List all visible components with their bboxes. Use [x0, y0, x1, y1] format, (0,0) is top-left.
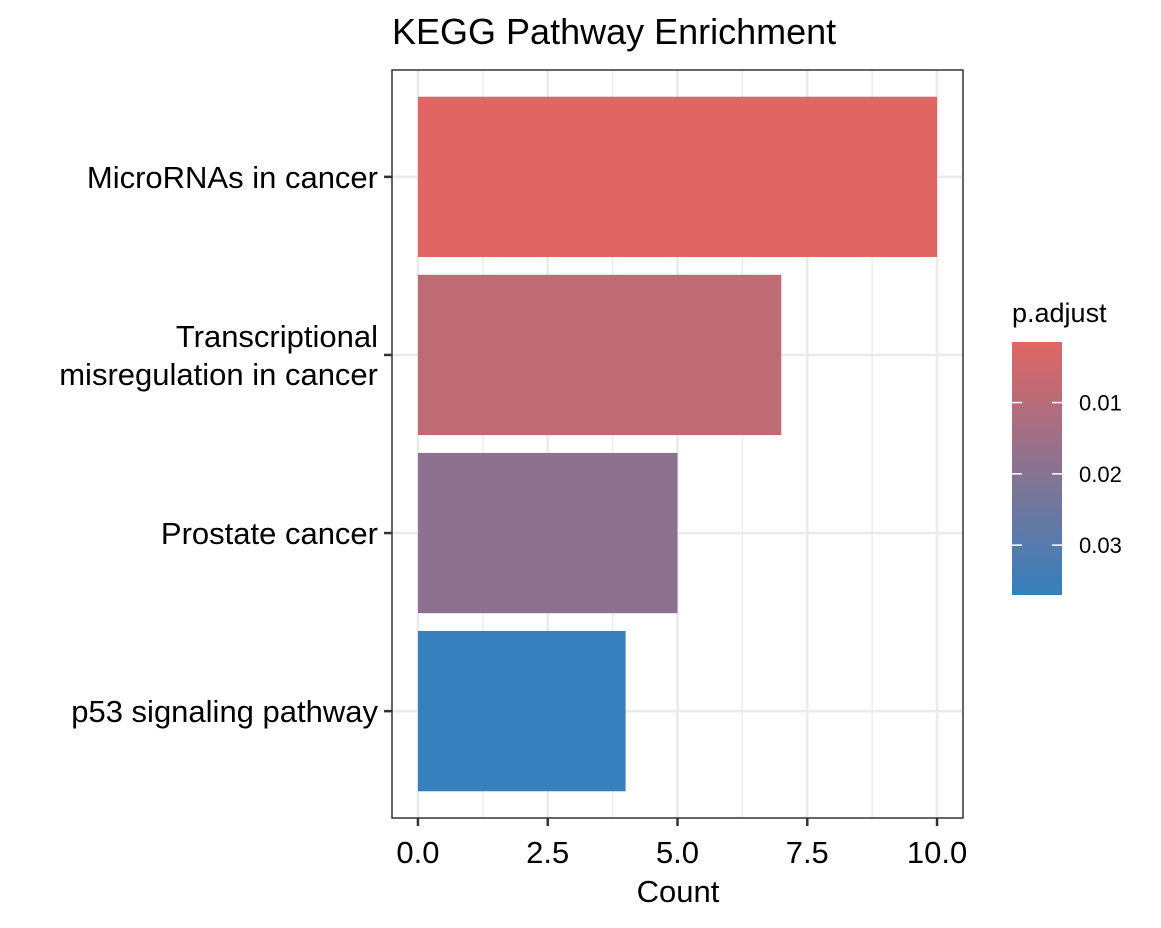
- x-tick-label: 7.5: [786, 835, 829, 870]
- x-tick-label: 2.5: [526, 835, 569, 870]
- legend-tick-label: 0.03: [1079, 533, 1122, 558]
- y-tick-label: Transcriptional: [176, 319, 378, 354]
- legend-tick-label: 0.01: [1079, 391, 1122, 416]
- legend-colorbar: [1012, 342, 1062, 595]
- y-axis: MicroRNAs in cancer Transcriptionalmisreg…: [59, 160, 392, 729]
- plot-panel: [391, 69, 964, 819]
- x-tick-label: 5.0: [656, 835, 699, 870]
- legend: p.adjust 0.01 0.02 0.03: [1012, 298, 1122, 595]
- y-tick-label: Prostate cancer: [161, 516, 378, 551]
- x-tick-label: 0.0: [396, 835, 439, 870]
- bar: [417, 452, 678, 614]
- legend-title: p.adjust: [1012, 298, 1107, 328]
- y-tick-label: misregulation in cancer: [59, 357, 378, 392]
- legend-tick-label: 0.02: [1079, 462, 1122, 487]
- chart-title: KEGG Pathway Enrichment: [392, 11, 836, 52]
- x-axis-title: Count: [637, 874, 720, 909]
- y-tick-label: MicroRNAs in cancer: [87, 160, 378, 195]
- bar: [417, 96, 938, 257]
- bar: [417, 274, 782, 436]
- x-axis: 0.0 2.5 5.0 7.5 10.0: [396, 818, 967, 870]
- bar: [417, 631, 626, 792]
- x-tick-label: 10.0: [907, 835, 967, 870]
- y-tick-label: p53 signaling pathway: [71, 694, 378, 729]
